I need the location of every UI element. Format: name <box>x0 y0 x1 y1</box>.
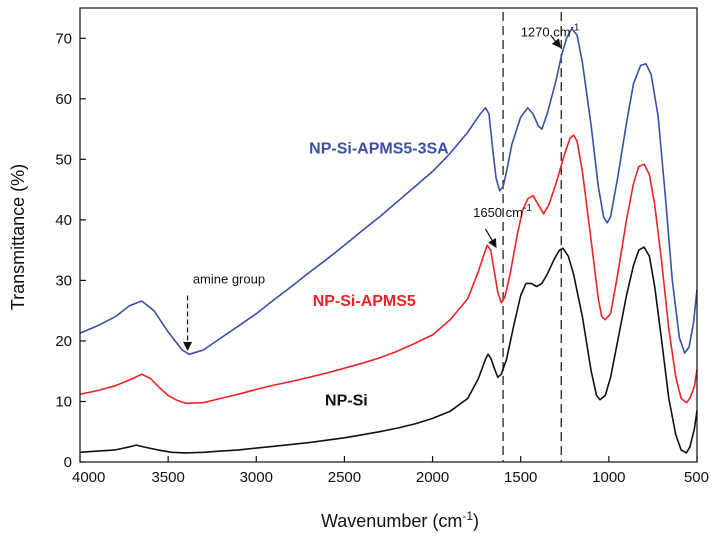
annotation-label: 1650 cm-1 <box>473 203 532 220</box>
series-label: NP-Si-APMS5-3SA <box>309 140 449 157</box>
plot-frame <box>79 7 698 463</box>
y-tick-label: 50 <box>55 151 72 168</box>
series-line <box>79 134 698 405</box>
x-tick-label: 500 <box>684 469 709 486</box>
y-tick-label: 10 <box>55 393 72 410</box>
series-label: NP-Si-APMS5 <box>313 293 416 310</box>
y-tick-label: 70 <box>55 30 72 47</box>
x-axis-label: Wavenumber (cm-1) <box>321 509 479 531</box>
series-line <box>79 246 698 454</box>
x-tick-label: 1500 <box>504 469 537 486</box>
annotation-label: amine group <box>193 271 265 286</box>
series-label: NP-Si <box>325 393 368 410</box>
annotation-label: 1270 cm-1 <box>521 22 580 39</box>
x-tick-label: 3500 <box>151 469 184 486</box>
y-tick-label: 30 <box>55 272 72 289</box>
annotation-arrow <box>484 228 497 248</box>
y-tick-label: 0 <box>64 454 72 471</box>
y-tick-label: 60 <box>55 91 72 108</box>
y-tick-label: 20 <box>55 333 72 350</box>
y-axis-label: Transmittance (%) <box>8 164 28 310</box>
y-tick-label: 40 <box>55 212 72 229</box>
x-tick-label: 2500 <box>328 469 361 486</box>
x-tick-label: 3000 <box>240 469 273 486</box>
annotation-arrow <box>550 34 562 49</box>
x-tick-label: 1000 <box>592 469 625 486</box>
series-line <box>79 27 698 356</box>
x-tick-label: 4000 <box>72 469 105 486</box>
x-tick-label: 2000 <box>416 469 449 486</box>
